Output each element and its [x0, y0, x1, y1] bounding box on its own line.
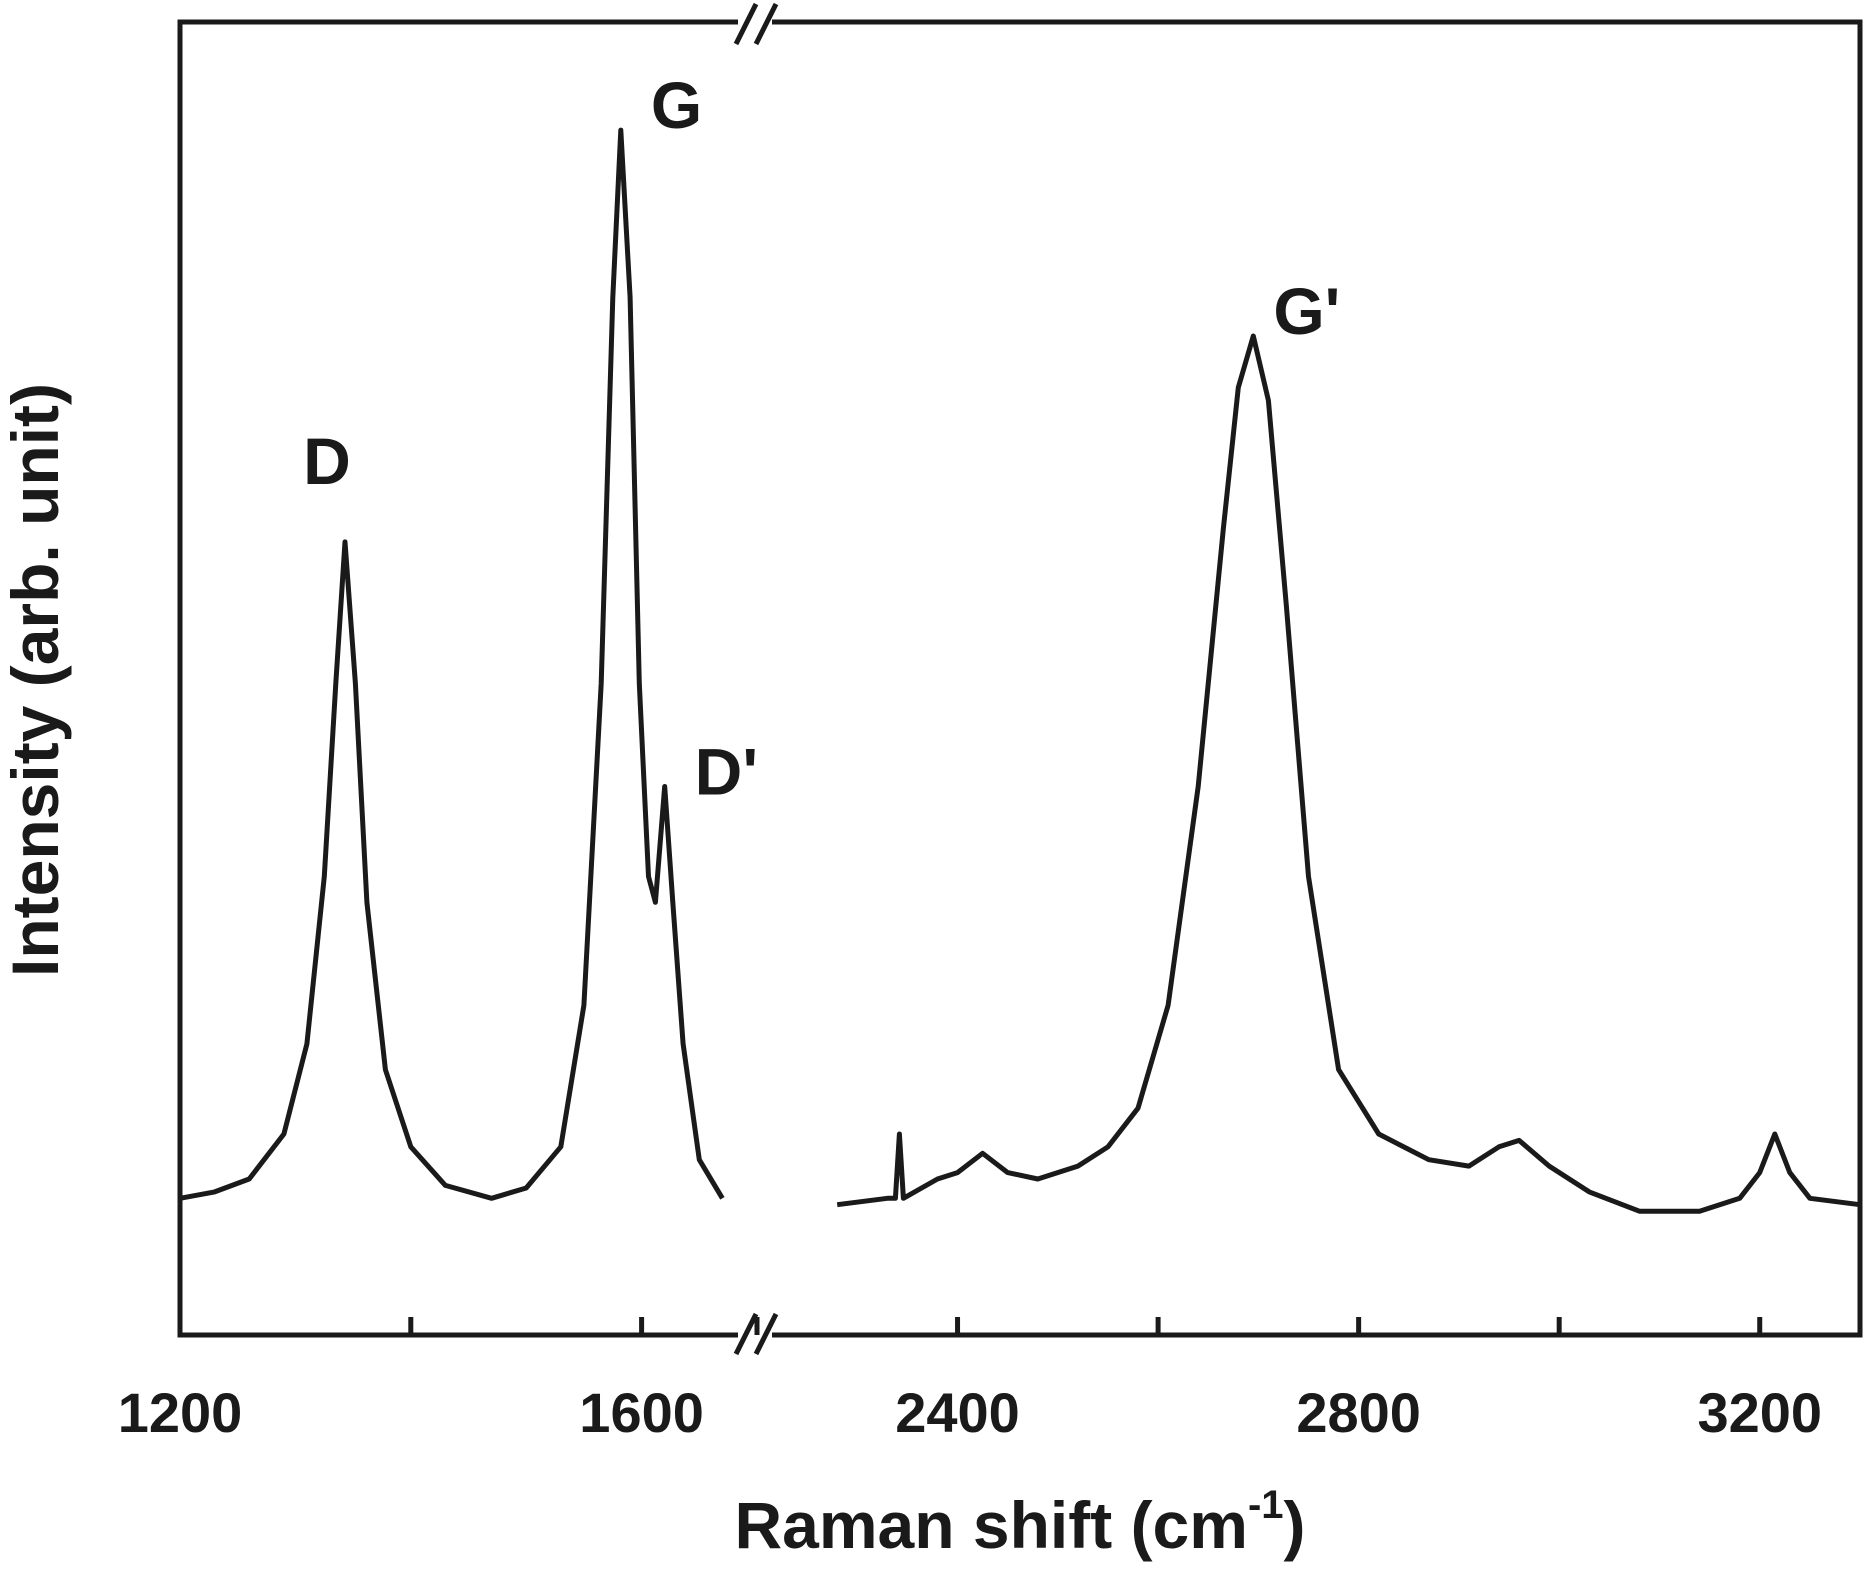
x-tick-label: 1600	[579, 1381, 704, 1444]
peak-label-g: G	[651, 68, 702, 142]
peak-label-d-prime: D'	[695, 734, 758, 808]
x-tick-label: 1200	[118, 1381, 243, 1444]
x-axis-ticks	[180, 1317, 1760, 1335]
x-tick-label: 2400	[895, 1381, 1020, 1444]
peak-label-d: D	[303, 424, 351, 498]
x-tick-label: 3200	[1697, 1381, 1822, 1444]
axis-break-top	[736, 4, 776, 44]
x-tick-label: 2800	[1296, 1381, 1421, 1444]
peak-label-g-prime: G'	[1273, 274, 1340, 348]
spectrum-left-segment	[180, 130, 722, 1198]
peak-labels: D G D' G'	[303, 68, 1340, 808]
plot-frame	[180, 22, 1860, 1335]
y-axis-label: Intensity (arb. unit)	[0, 383, 72, 977]
x-axis-tick-labels: 1200 1600 2400 2800 3200	[118, 1381, 1822, 1444]
x-axis-label: Raman shift (cm-1)	[735, 1483, 1306, 1562]
spectrum-right-segment	[837, 336, 1860, 1211]
